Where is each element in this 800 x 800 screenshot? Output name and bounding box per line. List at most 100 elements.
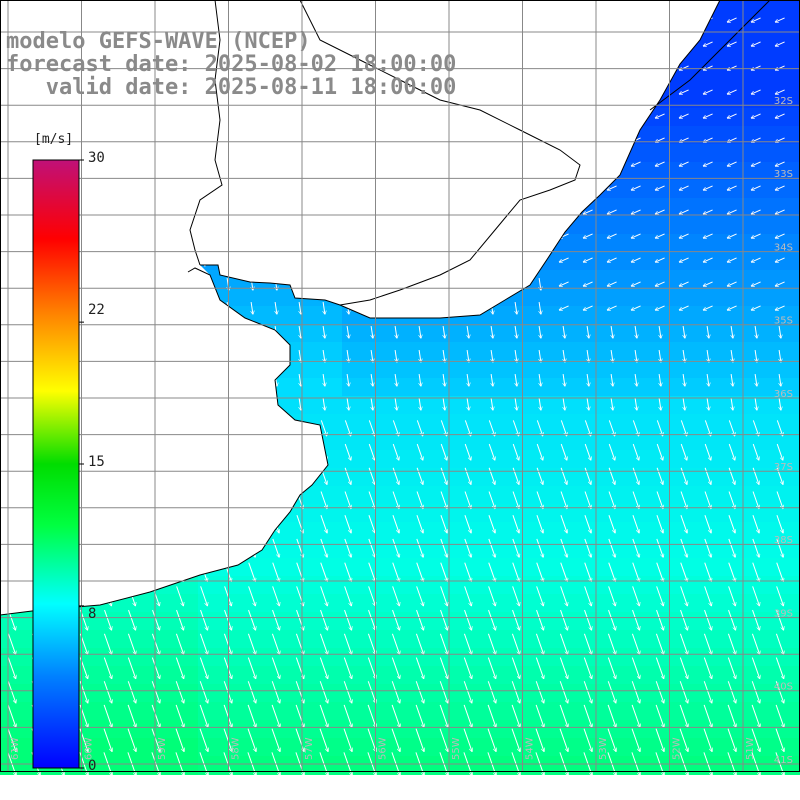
field-cell	[774, 414, 793, 433]
wind-arrow	[631, 185, 641, 190]
field-cell	[486, 486, 505, 505]
field-cell	[594, 396, 613, 415]
field-cell	[612, 270, 631, 289]
field-cell	[468, 612, 487, 631]
wind-arrow	[583, 257, 593, 262]
lat-label: 41S	[774, 755, 793, 766]
field-cell	[702, 540, 721, 559]
wind-arrow	[583, 704, 592, 727]
field-cell	[504, 612, 523, 631]
wind-arrow	[416, 586, 424, 605]
field-cell	[522, 342, 541, 361]
wind-arrow	[559, 633, 567, 654]
field-cell	[540, 450, 559, 469]
wind-arrow	[559, 728, 568, 752]
wind-arrow	[535, 681, 544, 703]
field-cell	[486, 684, 505, 703]
wind-arrow	[679, 681, 688, 703]
wind-arrow	[755, 373, 757, 386]
wind-arrow	[775, 89, 785, 94]
field-cell	[738, 594, 757, 613]
field-cell	[558, 396, 577, 415]
field-cell	[738, 360, 757, 379]
field-cell	[414, 612, 433, 631]
field-cell	[252, 756, 271, 775]
field-cell	[504, 576, 523, 595]
field-cell	[792, 630, 800, 649]
field-cell	[648, 378, 667, 397]
wind-arrow	[368, 538, 375, 557]
wind-arrow	[392, 467, 399, 484]
field-cell	[720, 306, 739, 325]
wind-arrow	[416, 420, 422, 435]
field-cell	[792, 216, 800, 235]
field-cell	[360, 522, 379, 541]
wind-arrow	[515, 301, 517, 314]
field-cell	[414, 414, 433, 433]
field-cell	[306, 306, 325, 325]
wind-arrow	[463, 633, 471, 654]
wind-arrow	[683, 325, 685, 338]
field-cell	[720, 360, 739, 379]
field-cell	[432, 594, 451, 613]
field-cell	[414, 396, 433, 415]
field-cell	[720, 378, 739, 397]
field-cell	[738, 216, 757, 235]
field-cell	[450, 522, 469, 541]
wind-arrow	[512, 515, 519, 533]
field-cell	[432, 360, 451, 379]
field-cell	[378, 342, 397, 361]
field-cell	[468, 468, 487, 487]
field-cell	[558, 288, 577, 307]
field-cell	[720, 576, 739, 595]
field-cell	[684, 486, 703, 505]
wind-arrow	[272, 586, 280, 605]
wind-arrow	[392, 491, 399, 509]
field-cell	[684, 108, 703, 127]
field-cell	[342, 414, 361, 433]
field-cell	[576, 396, 595, 415]
wind-arrow	[395, 325, 397, 338]
wind-arrow	[419, 397, 421, 410]
field-cell	[324, 378, 343, 397]
wind-arrow	[176, 609, 184, 630]
field-cell	[522, 360, 541, 379]
wind-arrow	[659, 325, 661, 338]
field-cell	[378, 324, 397, 343]
forecast-date: forecast date: 2025-08-02 18:00:00	[6, 52, 457, 77]
wind-arrow	[656, 562, 664, 582]
wind-arrow	[419, 349, 421, 362]
field-cell	[324, 360, 343, 379]
wind-arrow	[704, 538, 711, 557]
wind-arrow	[487, 704, 496, 727]
field-cell	[738, 396, 757, 415]
wind-arrow	[727, 185, 737, 190]
field-cell	[576, 324, 595, 343]
wind-arrow	[443, 325, 445, 338]
wind-arrow	[607, 257, 617, 262]
wind-arrow	[515, 349, 517, 362]
field-cell	[666, 378, 685, 397]
wind-arrow	[539, 397, 541, 410]
field-cell	[684, 612, 703, 631]
wind-arrow	[563, 325, 565, 338]
field-cell	[576, 288, 595, 307]
wind-arrow	[775, 657, 783, 679]
wind-arrow	[632, 609, 640, 630]
field-cell	[648, 144, 667, 163]
wind-arrow	[583, 209, 593, 214]
field-cell	[306, 504, 325, 523]
field-cell	[522, 432, 541, 451]
wind-arrow	[128, 609, 136, 630]
field-cell	[792, 648, 800, 667]
wind-arrow	[727, 209, 737, 214]
field-cell	[630, 216, 649, 235]
field-cell	[720, 324, 739, 343]
field-cell	[666, 324, 685, 343]
field-cell	[486, 630, 505, 649]
field-cell	[162, 738, 181, 757]
wind-arrow	[611, 349, 613, 362]
field-cell	[774, 198, 793, 217]
